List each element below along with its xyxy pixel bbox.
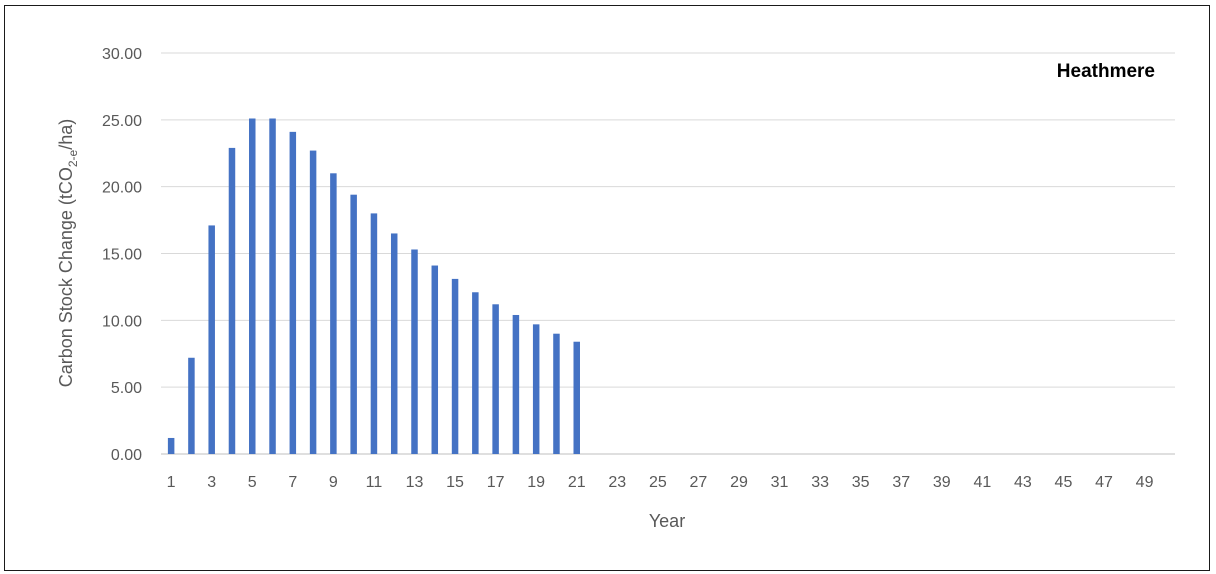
x-tick-label: 47: [1095, 474, 1113, 491]
bar-year-17: [492, 304, 499, 454]
x-tick-label: 39: [933, 474, 951, 491]
y-tick-label: 5.00: [111, 380, 142, 397]
bar-year-1: [167, 437, 175, 454]
x-tick-label: 15: [446, 474, 464, 491]
x-tick-label: 45: [1055, 474, 1073, 491]
x-axis-ticks: 1 3 5 7 9 11 13 15 17 19 21 23 25 27 29 31 33 35 37 39 41 43 4…: [167, 474, 1154, 491]
x-tick-label: 9: [329, 474, 338, 491]
chart-title: Heathmere: [1057, 61, 1155, 82]
y-tick-label: 10.00: [102, 313, 142, 330]
y-tick-label: 15.00: [102, 247, 142, 264]
bar-year-6: [269, 118, 276, 454]
x-tick-label: 13: [406, 474, 424, 491]
bar-year-15: [451, 278, 459, 454]
x-tick-label: 19: [527, 474, 545, 491]
y-axis-ticks: 0.00 5.00 10.00 15.00 20.00 25.00 30.00: [102, 46, 142, 464]
x-tick-label: 21: [568, 474, 586, 491]
y-tick-label: 20.00: [102, 180, 142, 197]
x-tick-label: 27: [690, 474, 708, 491]
bar-year-4: [228, 147, 236, 455]
x-tick-label: 49: [1136, 474, 1154, 491]
x-tick-label: 7: [288, 474, 297, 491]
chart-frame: [4, 5, 1210, 571]
bar-year-2: [188, 357, 195, 454]
bar-year-12: [390, 233, 398, 454]
x-tick-label: 25: [649, 474, 667, 491]
x-tick-label: 3: [207, 474, 216, 491]
bar-year-3: [208, 225, 215, 454]
y-axis-title-main: Carbon Stock Change (tCO: [56, 167, 76, 387]
y-tick-label: 0.00: [111, 447, 142, 464]
y-axis-title-suffix: /ha): [56, 119, 76, 150]
gridlines: [161, 52, 1175, 455]
bar-year-9: [330, 173, 337, 455]
x-tick-label: 41: [973, 474, 991, 491]
bar-year-20: [553, 333, 560, 454]
bar-year-18: [512, 314, 520, 454]
x-tick-label: 17: [487, 474, 505, 491]
bar-year-13: [411, 249, 418, 454]
x-tick-label: 33: [811, 474, 829, 491]
bar-year-11: [370, 213, 378, 454]
x-tick-label: 5: [248, 474, 257, 491]
y-tick-label: 30.00: [102, 46, 142, 63]
bar-year-19: [532, 324, 540, 454]
bar-year-16: [472, 292, 479, 454]
y-axis-title-subscript: 2-e: [66, 149, 80, 167]
x-tick-label: 11: [366, 474, 383, 491]
bar-year-8: [309, 150, 317, 454]
bar-year-5: [249, 118, 256, 454]
bar-year-7: [289, 131, 297, 454]
x-tick-label: 37: [892, 474, 910, 491]
x-tick-label: 35: [852, 474, 870, 491]
bars: [167, 118, 580, 455]
bar-year-14: [431, 265, 439, 454]
x-tick-label: 29: [730, 474, 748, 491]
x-axis-title: Year: [649, 511, 685, 531]
x-tick-label: 43: [1014, 474, 1032, 491]
bar-year-10: [350, 194, 357, 455]
y-axis-title: Carbon Stock Change (tCO2-e/ha): [56, 119, 80, 387]
x-tick-label: 1: [167, 474, 176, 491]
x-tick-label: 31: [771, 474, 789, 491]
y-tick-label: 25.00: [102, 113, 142, 130]
x-tick-label: 23: [608, 474, 626, 491]
bar-year-21: [573, 341, 580, 454]
